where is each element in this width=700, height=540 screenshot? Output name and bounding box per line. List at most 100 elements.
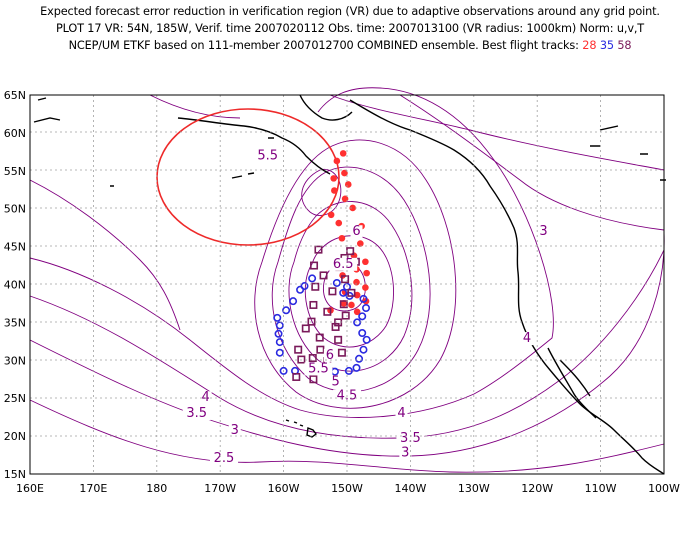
arctic-islands [33,97,666,181]
track-28-point [348,301,355,309]
track-58-point [334,335,343,344]
flight-track-58 [292,245,360,384]
track-28-point [341,195,349,203]
contour-label: 6 [326,348,334,363]
contour-5.5 [288,201,413,372]
track-28-point [339,150,347,157]
contour-label: 3 [231,423,239,438]
alaska-coast-north [299,94,353,121]
track-35-point [352,363,361,372]
lon-label: 170E [79,482,107,495]
lon-label: 160W [268,482,300,495]
header-line-2: PLOT 17 VR: 54N, 185W, Verif. time 20070… [55,22,645,35]
hawaii-small [285,419,304,427]
lon-label: 150W [331,482,363,495]
contour-label-bg [304,362,333,376]
lat-label: 60N [4,127,26,140]
lon-label: 110W [585,482,617,495]
north-america-coast [349,99,665,475]
track-58-point [328,287,337,296]
lat-label: 50N [4,203,26,216]
track-35-point [289,297,298,306]
contour-outer-northwest [149,94,241,119]
contour-label-bg [350,225,363,239]
track-58-point [309,375,318,384]
track-35-point [274,329,283,338]
track-58-point [316,345,325,354]
gulf-coast [559,359,591,397]
track-58-point [294,345,303,354]
contour-label-bg [396,432,425,446]
track-58-point [292,372,301,381]
track-58-point [310,261,319,270]
lat-label: 55N [4,165,26,178]
track-35-point [358,329,367,338]
contour-label: 3 [539,224,547,239]
contour-label: 2.5 [214,451,235,466]
aleutian-islands [110,137,274,187]
track-58-point [347,288,356,297]
alaska-peninsula [177,117,331,175]
contour-outer-northeast [329,94,665,171]
baja-california [547,347,597,419]
track-35-point [308,274,317,283]
contour-label: 4 [523,331,531,346]
track-28-point [362,258,369,266]
contour-label-bg [210,451,239,465]
track-58-point [341,275,350,284]
contour-label-bg [329,375,342,389]
track-28-point [353,291,361,299]
contour-label-bg [182,407,211,421]
track-28-point [331,187,338,194]
lon-label: 170W [204,482,236,495]
track-28-point [330,175,337,182]
contour-label-bg [521,332,534,346]
contour-label-bg [329,257,358,271]
lat-lon-grid [30,95,664,474]
track-58-point [309,300,318,309]
track-35-point [362,303,371,312]
track-35-point [358,312,367,321]
contour-3.5 [29,249,665,439]
track-28-point [338,234,346,242]
flight-tracks [273,150,371,384]
track-35-point [275,348,284,357]
plot-header: Expected forecast error reduction in ver… [0,3,700,54]
track-58-point [315,333,324,342]
track-58-point [341,311,350,320]
contour-label: 4 [397,406,405,421]
track-35-point [359,294,368,303]
lat-label: 25N [4,392,26,405]
track-35-point [342,282,351,291]
track-35-point [332,278,341,287]
track-58-point [311,282,320,291]
track-35-point [279,366,288,375]
track-28-point [341,169,348,177]
contour-4.5 [254,139,457,409]
coastlines [33,94,666,475]
track-35-point [353,318,362,327]
contour-label: 3.5 [186,406,207,421]
track-58-point [297,355,306,364]
lon-label: 120W [521,482,553,495]
lon-label: 100W [648,482,680,495]
contour-5 [271,166,431,393]
track-35-point [273,313,282,322]
contour-label-bg [323,348,336,362]
contour-label-bg [537,225,550,239]
contour-label-bg [395,407,408,421]
track-28-label: 28 [582,39,597,52]
track-35-point [275,321,284,330]
track-58-point [308,354,317,363]
header-line-3: NCEP/UM ETKF based on 111-member 2007012… [0,37,700,54]
track-58-point [323,307,332,316]
contour-label-bg [399,446,412,460]
track-35-point [296,285,305,294]
header-line-3-text: NCEP/UM ETKF based on 111-member 2007012… [68,39,579,52]
lat-label: 65N [4,89,26,102]
contour-4 [29,87,554,418]
lat-label: 40N [4,279,26,292]
flight-track-35 [273,274,371,376]
track-35-point [362,335,371,344]
track-58-point [337,348,346,357]
